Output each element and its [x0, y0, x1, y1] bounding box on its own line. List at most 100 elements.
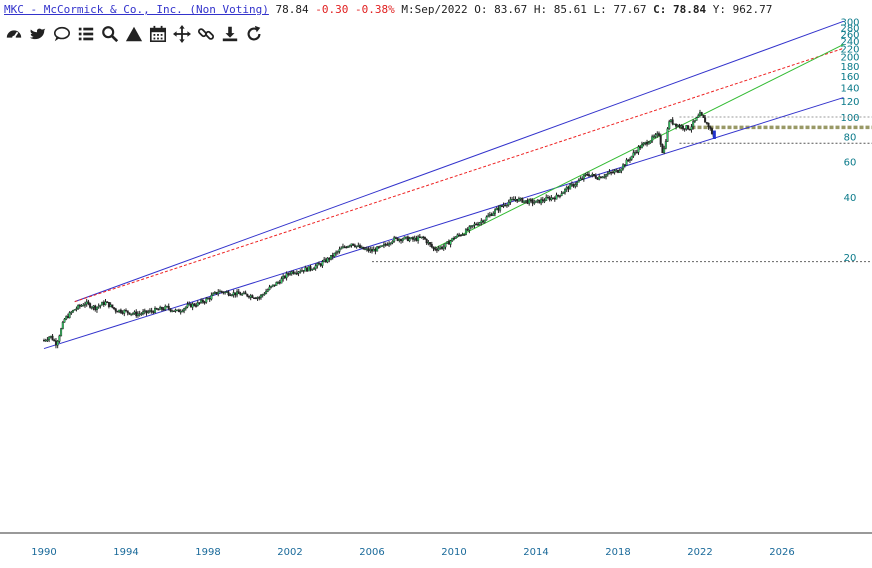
candle-body [201, 299, 204, 303]
candle-body [625, 159, 628, 166]
candle-body [384, 243, 387, 246]
candle-body [302, 270, 305, 272]
triangle-button[interactable] [124, 24, 144, 44]
candle-body [589, 174, 592, 177]
candle-body [488, 214, 491, 216]
candle-body [338, 248, 341, 252]
horizontal-lines [372, 116, 872, 263]
candle-body [611, 171, 614, 174]
dashboard-button[interactable] [4, 24, 24, 44]
y-value: 962.77 [732, 3, 773, 16]
comment-button[interactable] [52, 24, 72, 44]
candle-body [154, 308, 157, 313]
candle-body [396, 237, 399, 241]
candle-body [447, 241, 450, 245]
candle-body [311, 269, 314, 271]
candle-body [710, 128, 713, 134]
candle-body [543, 200, 546, 202]
candle-body [558, 195, 561, 197]
candle-body [106, 301, 109, 303]
y-tick-label: 180 [840, 62, 859, 73]
high-label: H: [533, 3, 548, 16]
candle-body [119, 309, 122, 313]
candle-body [326, 257, 329, 263]
candle-body [673, 123, 676, 126]
candle-body [104, 301, 107, 305]
candle-body [111, 304, 114, 308]
download-icon [222, 26, 238, 42]
link-button[interactable] [196, 24, 216, 44]
candle-body [680, 125, 683, 128]
candle-body [430, 244, 433, 248]
x-tick-label: 2022 [687, 547, 712, 558]
candle-body [357, 245, 360, 247]
search-button[interactable] [100, 24, 120, 44]
move-button[interactable] [172, 24, 192, 44]
candle-body [254, 297, 257, 300]
candle-body [658, 133, 661, 136]
candle-body [130, 313, 133, 315]
candle-body [642, 142, 645, 145]
x-tick-label: 2010 [441, 547, 466, 558]
candle-body [427, 242, 430, 244]
candle-body [482, 220, 485, 223]
candle-body [113, 307, 116, 309]
candle-body [381, 245, 384, 247]
candle-body [345, 246, 348, 249]
candle-body [646, 142, 649, 145]
y-tick-label: 100 [840, 113, 859, 124]
candle-body [95, 306, 98, 311]
candle-body [634, 151, 637, 154]
candle-body [441, 246, 444, 249]
candle-body [278, 282, 281, 284]
candle-body [294, 272, 297, 275]
candle-body [425, 239, 428, 244]
candle-body [630, 155, 633, 160]
candle-body [536, 199, 539, 202]
candle-body [116, 310, 119, 313]
candle-body [78, 305, 81, 307]
candle-body [263, 293, 266, 296]
twitter-button[interactable] [28, 24, 48, 44]
candle-body [564, 188, 567, 193]
candle-body [516, 198, 519, 202]
candle-body [143, 310, 146, 312]
candle-body [165, 306, 168, 308]
quote-header: MKC - McCormick & Co., Inc. (Non Voting)… [4, 3, 772, 16]
candle-body [505, 204, 508, 207]
candle-body [507, 201, 510, 206]
close-value: 78.84 [673, 3, 707, 16]
candle-body [309, 266, 312, 270]
candle-body [362, 246, 365, 250]
candle-body [620, 168, 623, 172]
y-tick-label: 60 [844, 157, 857, 168]
list-button[interactable] [76, 24, 96, 44]
candle-body [352, 243, 355, 246]
candle-body [290, 271, 293, 274]
candle-body [136, 313, 139, 316]
candle-body [591, 174, 594, 176]
candle-body [540, 199, 543, 204]
candle-body [179, 311, 182, 313]
candle-body [627, 159, 630, 162]
candle-body [280, 278, 283, 284]
candle-body [377, 246, 380, 248]
calendar-button[interactable] [148, 24, 168, 44]
candle-body [54, 340, 57, 346]
candle-body [494, 209, 497, 214]
refresh-button[interactable] [244, 24, 264, 44]
candle-body [227, 291, 230, 296]
download-button[interactable] [220, 24, 240, 44]
candle-body [376, 246, 379, 252]
candle-body [234, 292, 237, 296]
candle-body [651, 136, 654, 142]
candle-body [196, 302, 199, 306]
candle-body [323, 259, 326, 262]
candle-body [109, 304, 112, 307]
symbol-link[interactable]: MKC - McCormick & Co., Inc. (Non Voting) [4, 3, 269, 16]
candle-body [256, 297, 259, 299]
candle-body [700, 112, 703, 116]
candle-body [131, 313, 134, 315]
candle-body [114, 308, 117, 312]
